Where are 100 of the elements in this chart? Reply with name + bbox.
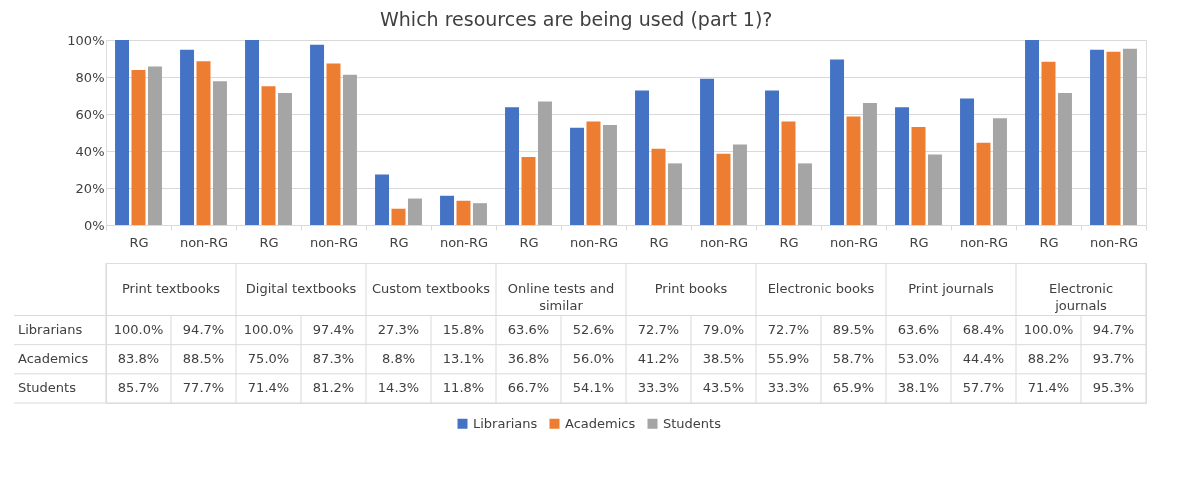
data-label: 75.0%	[247, 351, 290, 367]
bar	[310, 44, 325, 225]
data-label: 41.2%	[637, 351, 680, 367]
data-label: 72.7%	[767, 322, 810, 338]
data-label: 72.7%	[637, 322, 680, 338]
data-label: 66.7%	[507, 380, 550, 396]
bar	[651, 148, 666, 225]
data-label: 95.3%	[1092, 380, 1135, 396]
text: Electronic journals	[1048, 281, 1114, 314]
legend-label: Librarians	[473, 415, 538, 431]
bar	[911, 126, 926, 225]
x-tick-label: RG	[389, 234, 409, 250]
x-tick-label: RG	[1039, 234, 1059, 250]
data-label: 44.4%	[962, 351, 1005, 367]
text: Electronic books	[767, 281, 875, 297]
x-tick-label: RG	[129, 234, 149, 250]
data-label: 79.0%	[702, 322, 745, 338]
bar	[700, 78, 715, 225]
data-label: 88.2%	[1027, 351, 1070, 367]
x-tick-label: RG	[259, 234, 279, 250]
data-label: 63.6%	[897, 322, 940, 338]
data-label: 100.0%	[113, 322, 164, 338]
bar	[732, 144, 747, 225]
bar	[472, 203, 487, 225]
x-tick-label: non-RG	[1089, 234, 1139, 250]
text: Online tests and similar	[507, 281, 615, 314]
bar	[895, 107, 910, 225]
x-tick-label: non-RG	[569, 234, 619, 250]
data-label: 53.0%	[897, 351, 940, 367]
bar	[521, 156, 536, 225]
data-label: 97.4%	[312, 322, 355, 338]
x-tick-label: RG	[519, 234, 539, 250]
bar	[765, 90, 780, 225]
bar	[602, 124, 617, 225]
y-tick-label: 80%	[75, 69, 105, 85]
text: Academics	[18, 351, 89, 367]
chart-title: Which resources are being used (part 1)?	[380, 7, 773, 30]
x-tick-label: non-RG	[309, 234, 359, 250]
bar	[147, 66, 162, 225]
bar	[976, 142, 991, 225]
x-tick-label: non-RG	[439, 234, 489, 250]
bar	[846, 116, 861, 225]
data-label: 77.7%	[182, 380, 225, 396]
text: Print books	[654, 281, 728, 297]
bar	[1122, 48, 1137, 225]
data-label: 68.4%	[962, 322, 1005, 338]
data-label: 85.7%	[117, 380, 160, 396]
data-label: 71.4%	[1027, 380, 1070, 396]
bar	[960, 98, 975, 225]
data-label: 100.0%	[243, 322, 294, 338]
data-label: 54.1%	[572, 380, 615, 396]
bar	[180, 49, 195, 225]
data-label: 11.8%	[442, 380, 485, 396]
bar	[407, 198, 422, 225]
bar	[261, 86, 276, 225]
text: Librarians	[18, 322, 83, 338]
data-label: 93.7%	[1092, 351, 1135, 367]
data-label: 43.5%	[702, 380, 745, 396]
data-label: 88.5%	[182, 351, 225, 367]
legend-label: Academics	[565, 415, 636, 431]
bar	[342, 74, 357, 225]
bar	[586, 121, 601, 225]
bar	[196, 61, 211, 225]
x-tick-label: RG	[779, 234, 799, 250]
data-label: 33.3%	[767, 380, 810, 396]
bar	[862, 103, 877, 225]
data-label: 55.9%	[767, 351, 810, 367]
text: Students	[18, 380, 76, 396]
bar	[830, 59, 845, 225]
data-label: 36.8%	[507, 351, 550, 367]
text: Custom textbooks	[371, 281, 491, 297]
bar	[1057, 92, 1072, 225]
data-label: 87.3%	[312, 351, 355, 367]
bar	[635, 90, 650, 225]
bar	[537, 101, 552, 225]
y-tick-label: 60%	[75, 106, 105, 122]
y-tick-label: 100%	[67, 32, 105, 48]
bar	[505, 107, 520, 225]
data-label: 100.0%	[1023, 322, 1074, 338]
bar	[326, 63, 341, 225]
legend-label: Students	[663, 415, 722, 431]
data-label: 38.1%	[897, 380, 940, 396]
data-label: 8.8%	[381, 351, 416, 367]
data-label: 94.7%	[1092, 322, 1135, 338]
bar	[245, 40, 260, 225]
data-label: 94.7%	[182, 322, 225, 338]
x-tick-label: RG	[649, 234, 669, 250]
y-tick-label: 20%	[75, 180, 105, 196]
text: Digital textbooks	[245, 281, 357, 297]
data-label: 38.5%	[702, 351, 745, 367]
data-label: 57.7%	[962, 380, 1005, 396]
x-tick-label: non-RG	[959, 234, 1009, 250]
bar	[1090, 49, 1105, 225]
bar	[992, 118, 1007, 225]
bar	[375, 174, 390, 225]
data-label: 58.7%	[832, 351, 875, 367]
text: Print textbooks	[121, 281, 221, 297]
data-label: 89.5%	[832, 322, 875, 338]
bar	[277, 92, 292, 225]
bar	[440, 195, 455, 225]
